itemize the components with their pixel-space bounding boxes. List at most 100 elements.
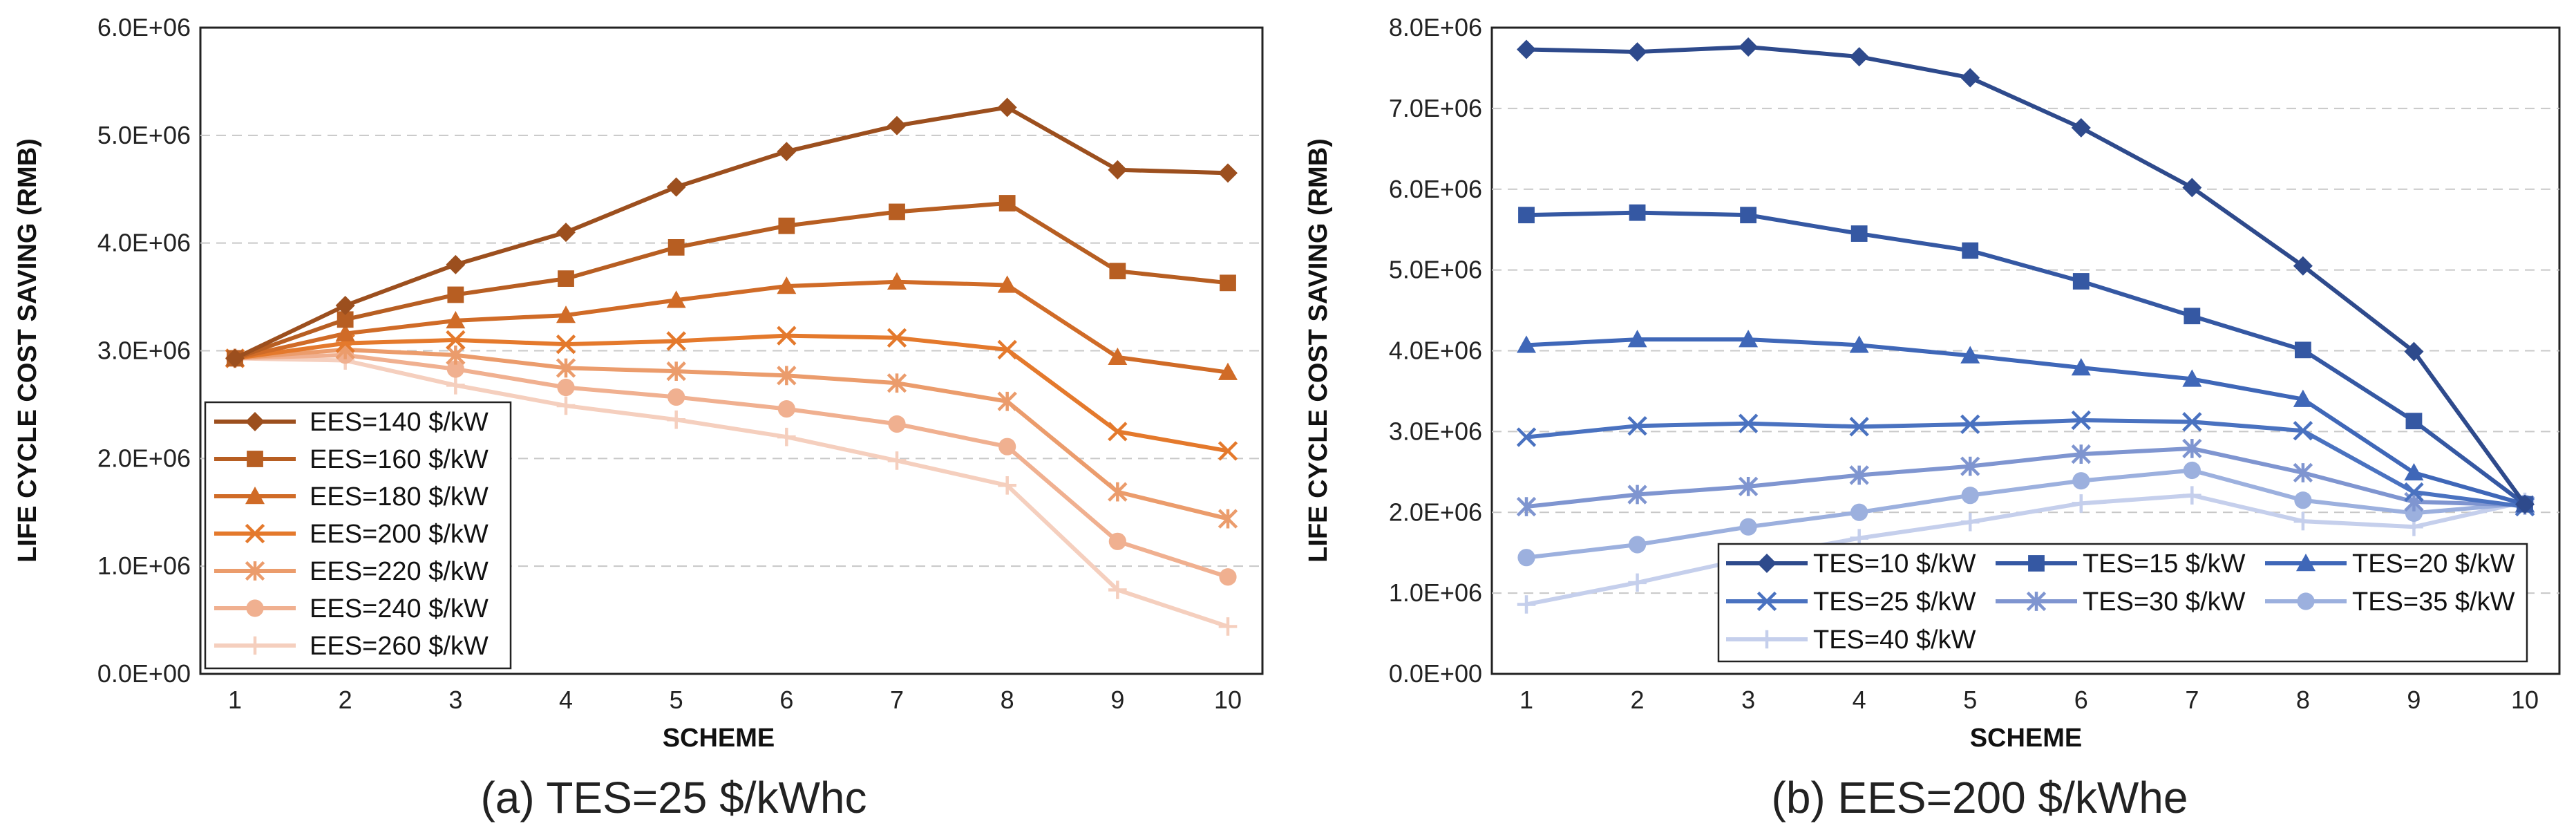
series-line [1526, 337, 2526, 507]
data-point [2071, 410, 2091, 431]
legend-item: EES=180 $/kW [214, 482, 489, 511]
series-4 [1516, 410, 2535, 517]
data-point [1517, 595, 1536, 614]
legend-items-b: TES=10 $/kW TES=15 $/kW TES=20 $/kW TES=25 … [1726, 549, 2515, 655]
legend-a: EES=140 $/kW EES=160 $/kW EES=180 $/kW EES=… [204, 401, 512, 670]
data-point [446, 345, 466, 365]
legend-item: EES=200 $/kW [214, 520, 489, 549]
legend-marker [1756, 591, 1777, 612]
data-point [2405, 504, 2423, 523]
data-point [1518, 207, 1535, 224]
data-point [1738, 476, 1759, 497]
data-point [1516, 427, 1537, 447]
series-line [234, 352, 1229, 579]
data-point [2293, 421, 2313, 441]
legend-label: EES=180 $/kW [310, 482, 489, 511]
series-line [1526, 446, 2526, 509]
y-tick-label: 4.0E+06 [97, 229, 191, 257]
data-point [1516, 496, 1537, 517]
series-4 [225, 326, 1238, 461]
x-tick-label: 7 [2185, 686, 2199, 714]
data-point [2294, 491, 2312, 509]
data-point [1739, 330, 1759, 348]
data-point [1108, 482, 1128, 502]
data-point [2294, 341, 2311, 359]
y-tick-label: 2.0E+06 [1389, 498, 1482, 526]
y-axis-title-a: LIFE CYCLE COST SAVING (RMB) [13, 138, 42, 563]
data-point [777, 427, 796, 446]
data-point [2072, 494, 2091, 513]
series-line [234, 279, 1229, 375]
data-point [1218, 362, 1238, 380]
y-tick-label: 5.0E+06 [1389, 256, 1482, 284]
y-tick-label: 6.0E+06 [1389, 175, 1482, 203]
data-point [997, 275, 1017, 293]
x-axis-title-a: SCHEME [663, 724, 775, 753]
series-2 [1518, 204, 2533, 513]
legend-marker [2297, 592, 2315, 610]
data-point [667, 388, 685, 406]
legend-label: TES=35 $/kW [2352, 587, 2515, 617]
data-point [1962, 242, 1979, 259]
data-point [556, 358, 576, 378]
series-line [234, 333, 1229, 453]
series-line [1526, 493, 2526, 607]
data-point [998, 438, 1016, 455]
data-point [2182, 438, 2202, 459]
data-point [2182, 369, 2202, 387]
data-point [1517, 549, 1535, 567]
data-point [446, 330, 466, 350]
series-line [1526, 418, 2526, 509]
y-tick-label: 1.0E+06 [1389, 579, 1482, 607]
x-tick-label: 8 [2296, 686, 2310, 714]
data-point [777, 276, 797, 294]
data-point [1960, 456, 1980, 476]
data-point [1740, 207, 1757, 224]
data-point [1218, 617, 1238, 636]
data-point [225, 348, 245, 368]
x-tick-labels-a: 1 2 3 4 5 6 7 8 9 10 [228, 686, 1242, 714]
y-tick-label: 5.0E+06 [97, 121, 191, 149]
data-point [2072, 472, 2090, 490]
x-tick-label: 9 [2407, 686, 2421, 714]
x-tick-label: 6 [2074, 686, 2088, 714]
data-point [2293, 256, 2313, 276]
x-tick-label: 7 [890, 686, 904, 714]
y-tick-label: 3.0E+06 [1389, 417, 1482, 445]
series-5 [1516, 438, 2535, 517]
legend-item: TES=35 $/kW [2265, 587, 2515, 617]
legend-marker [247, 451, 263, 467]
data-point [1627, 42, 1647, 62]
data-point [2405, 413, 2423, 430]
legend-item: TES=15 $/kW [1996, 549, 2246, 579]
x-axis-title-b: SCHEME [1970, 724, 2083, 753]
x-tick-label: 8 [1001, 686, 1014, 714]
y-tick-label: 1.0E+06 [97, 552, 191, 580]
data-point [997, 391, 1017, 411]
data-point [666, 361, 686, 382]
data-point [1849, 465, 1869, 485]
data-point [558, 270, 574, 287]
data-point [2182, 412, 2202, 432]
y-tick-labels-a: 0.0E+00 1.0E+06 2.0E+06 3.0E+06 4.0E+06 5.0E+… [97, 13, 191, 688]
series-6 [1517, 461, 2534, 567]
data-point [667, 410, 685, 429]
data-point [2071, 444, 2091, 464]
x-tick-label: 2 [339, 686, 352, 714]
data-point [335, 296, 355, 316]
y-tick-label: 0.0E+00 [97, 659, 191, 688]
data-point [1850, 225, 1868, 242]
legend-marker [245, 561, 265, 581]
legend-label: TES=25 $/kW [1813, 587, 1976, 617]
data-point [335, 323, 355, 341]
y-tick-labels-b: 0.0E+00 1.0E+06 2.0E+06 3.0E+06 4.0E+06 5.0E+… [1389, 13, 1482, 688]
data-point [1218, 441, 1238, 461]
data-point [1108, 347, 1128, 366]
data-point [1219, 568, 1237, 586]
data-point [556, 334, 576, 355]
x-tick-label: 10 [2511, 686, 2539, 714]
data-point [1739, 37, 1759, 57]
x-tick-label: 9 [1110, 686, 1124, 714]
data-point [1218, 509, 1238, 529]
x-tick-label: 4 [1853, 686, 1866, 714]
